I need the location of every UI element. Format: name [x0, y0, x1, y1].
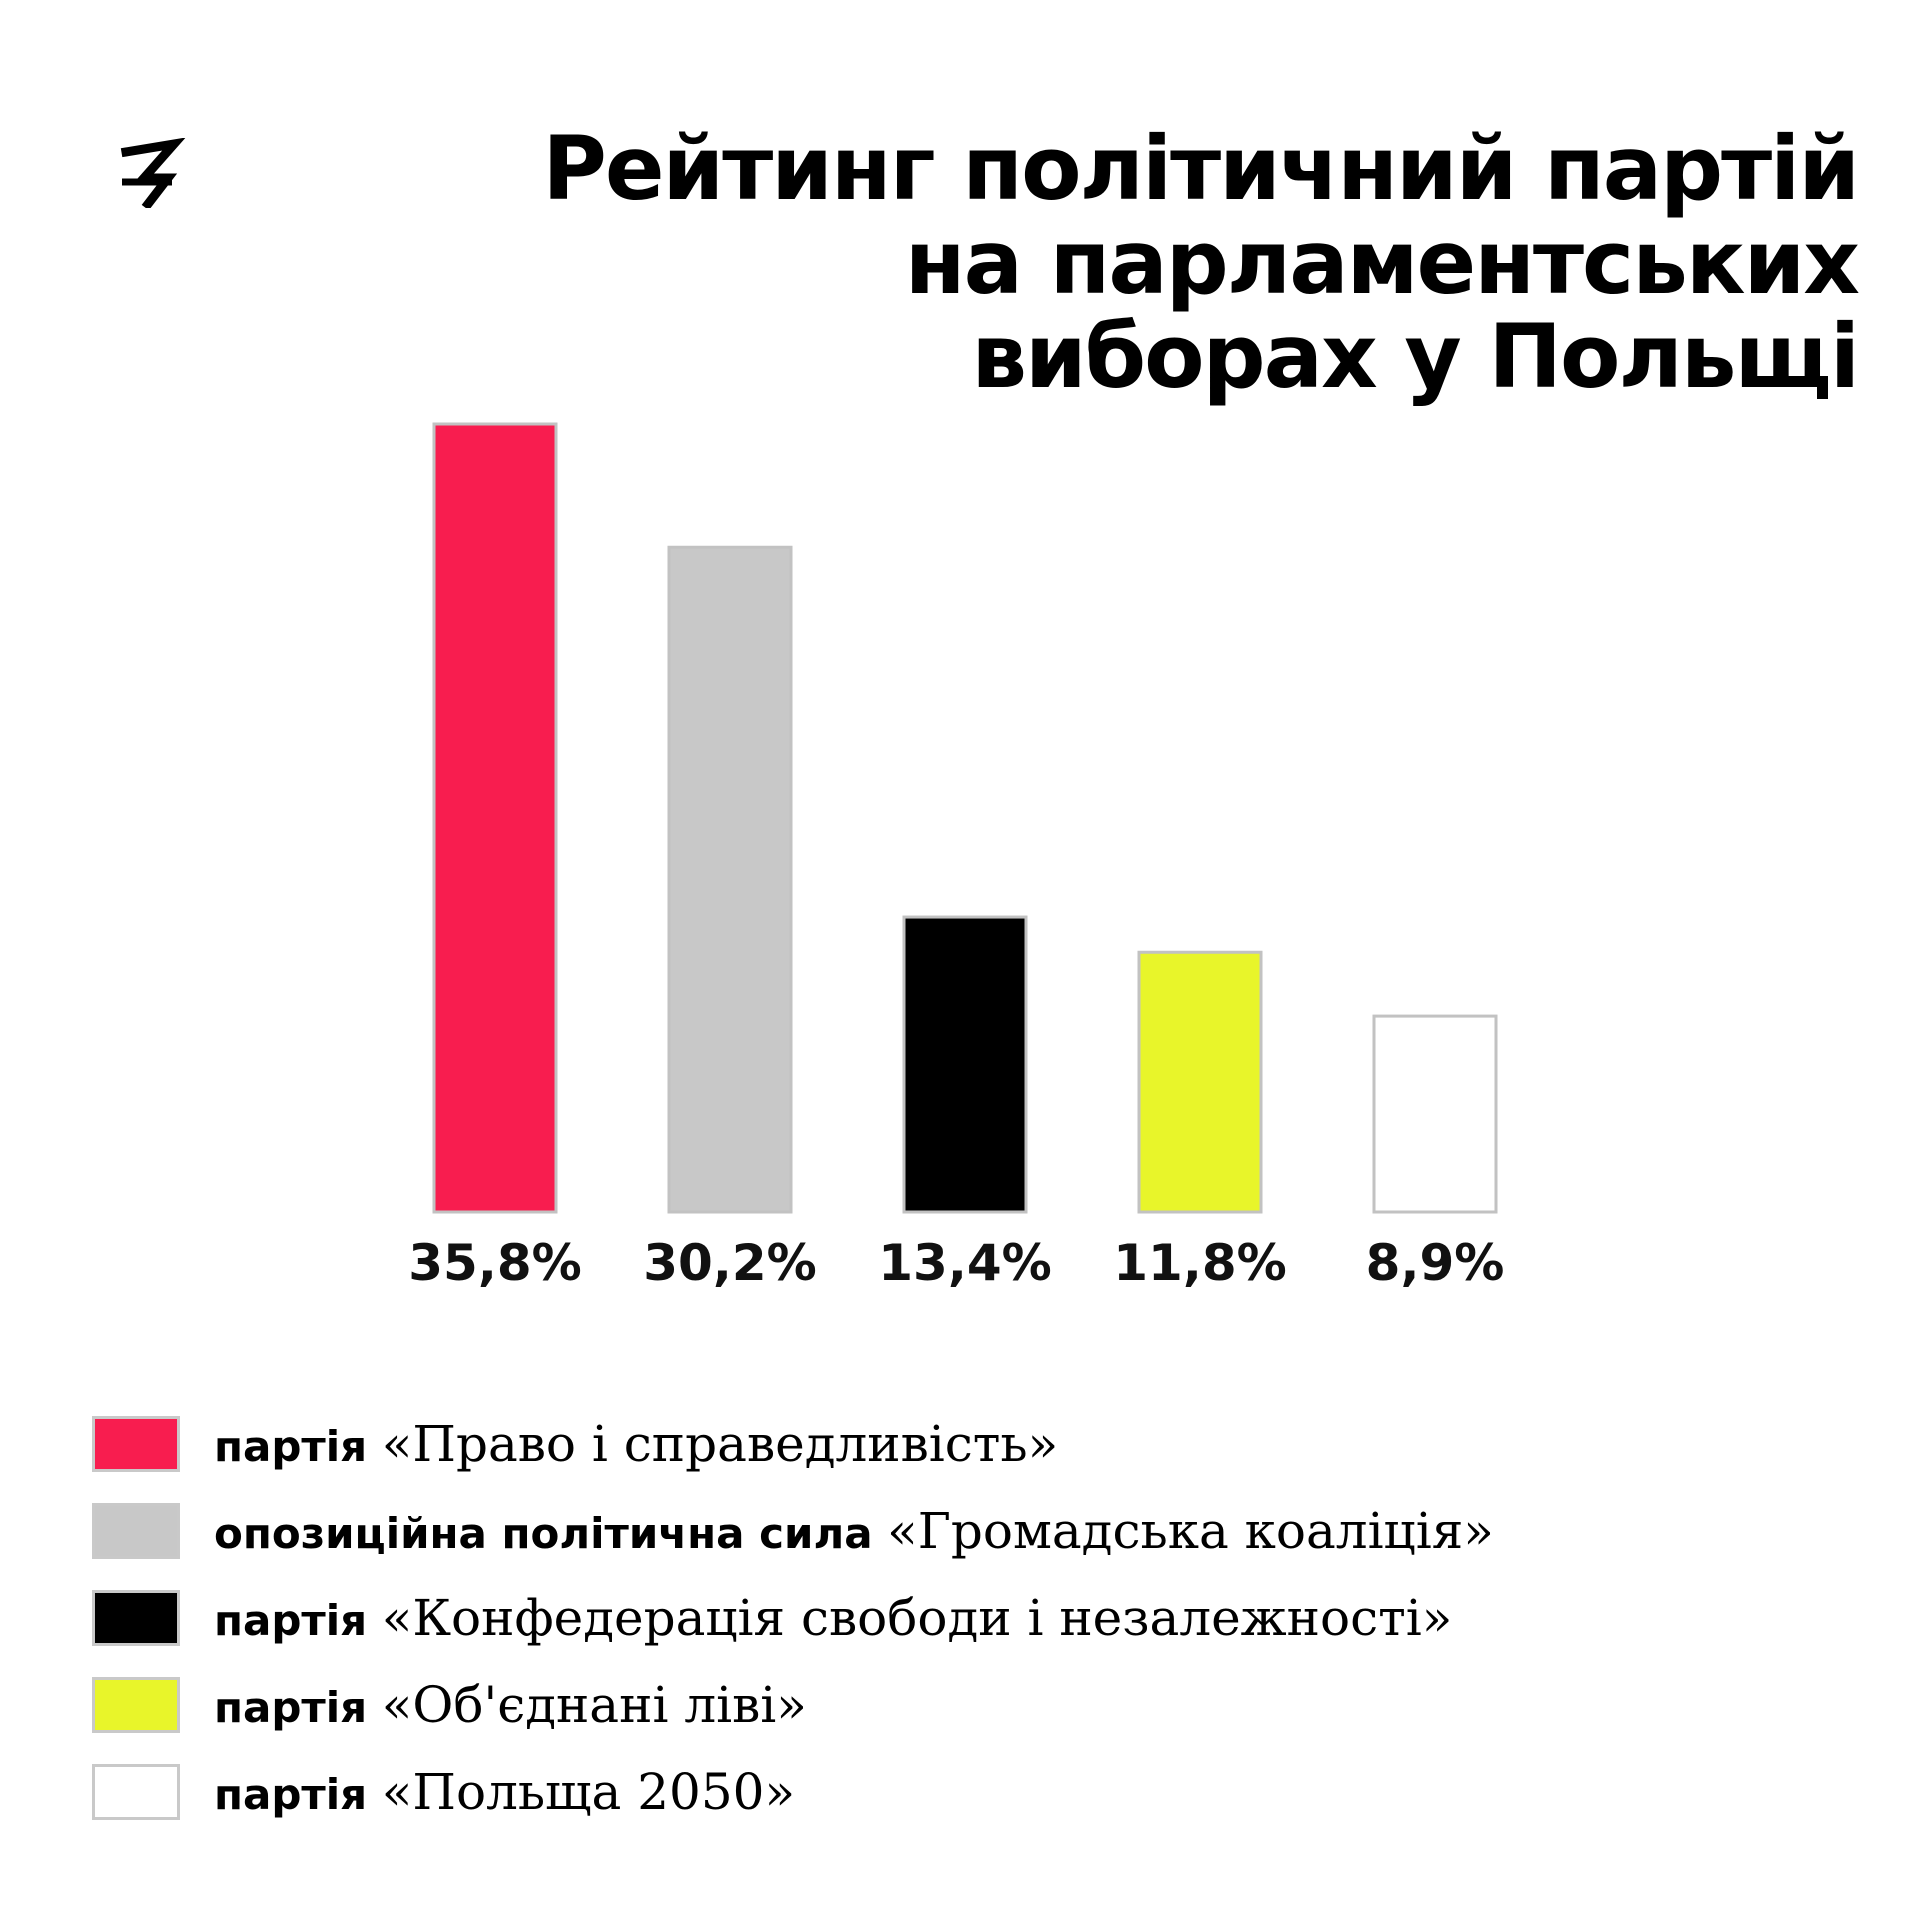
legend-swatch — [92, 1503, 180, 1559]
title-line-2: на парламентських — [904, 211, 1860, 314]
legend-swatch — [92, 1590, 180, 1646]
bar-value-label: 13,4% — [878, 1234, 1051, 1292]
legend-label: опозиційна політична сила «Громадська ко… — [214, 1502, 1494, 1560]
legend-party-name: «Громадська коаліція» — [887, 1502, 1494, 1560]
legend-prefix: партія — [214, 1596, 368, 1645]
legend-prefix: партія — [214, 1683, 368, 1732]
legend-label: партія «Право і справедливість» — [214, 1415, 1058, 1473]
legend-item: партія «Об'єднані ліві» — [92, 1676, 1494, 1734]
legend-item: опозиційна політична сила «Громадська ко… — [92, 1502, 1494, 1560]
legend: партія «Право і справедливість» опозицій… — [92, 1415, 1494, 1851]
bar — [1372, 1014, 1498, 1214]
legend-item: партія «Право і справедливість» — [92, 1415, 1494, 1473]
bar-value-label: 30,2% — [643, 1234, 816, 1292]
title-line-3: виборах у Польщі — [971, 305, 1860, 408]
legend-swatch — [92, 1764, 180, 1820]
title-line-1: Рейтинг політичний партій — [542, 117, 1860, 220]
bar — [902, 915, 1028, 1214]
bar-value-label: 35,8% — [408, 1234, 581, 1292]
legend-prefix: партія — [214, 1422, 368, 1471]
bar — [1137, 950, 1263, 1214]
legend-party-name: «Право і справедливість» — [381, 1415, 1059, 1473]
legend-party-name: «Польща 2050» — [381, 1763, 796, 1821]
bar — [432, 422, 558, 1214]
legend-label: партія «Конфедерація свободи і незалежно… — [214, 1589, 1452, 1647]
legend-party-name: «Конфедерація свободи і незалежності» — [381, 1589, 1453, 1647]
z-logo-icon — [120, 138, 186, 208]
bar-chart: 35,8% 30,2% 13,4% 11,8% 8,9% — [408, 422, 1505, 1292]
bar-value-label: 8,9% — [1366, 1234, 1505, 1292]
legend-prefix: партія — [214, 1770, 368, 1819]
legend-swatch — [92, 1416, 180, 1472]
legend-label: партія «Об'єднані ліві» — [214, 1676, 807, 1734]
legend-prefix: опозиційна політична сила — [214, 1509, 873, 1558]
legend-label: партія «Польща 2050» — [214, 1763, 795, 1821]
legend-item: партія «Польща 2050» — [92, 1763, 1494, 1821]
bar-value-label: 11,8% — [1113, 1234, 1286, 1292]
legend-swatch — [92, 1677, 180, 1733]
chart-title: Рейтинг політичний партій на парламентсь… — [542, 117, 1860, 408]
legend-item: партія «Конфедерація свободи і незалежно… — [92, 1589, 1494, 1647]
bar — [667, 545, 793, 1214]
legend-party-name: «Об'єднані ліві» — [381, 1676, 807, 1734]
